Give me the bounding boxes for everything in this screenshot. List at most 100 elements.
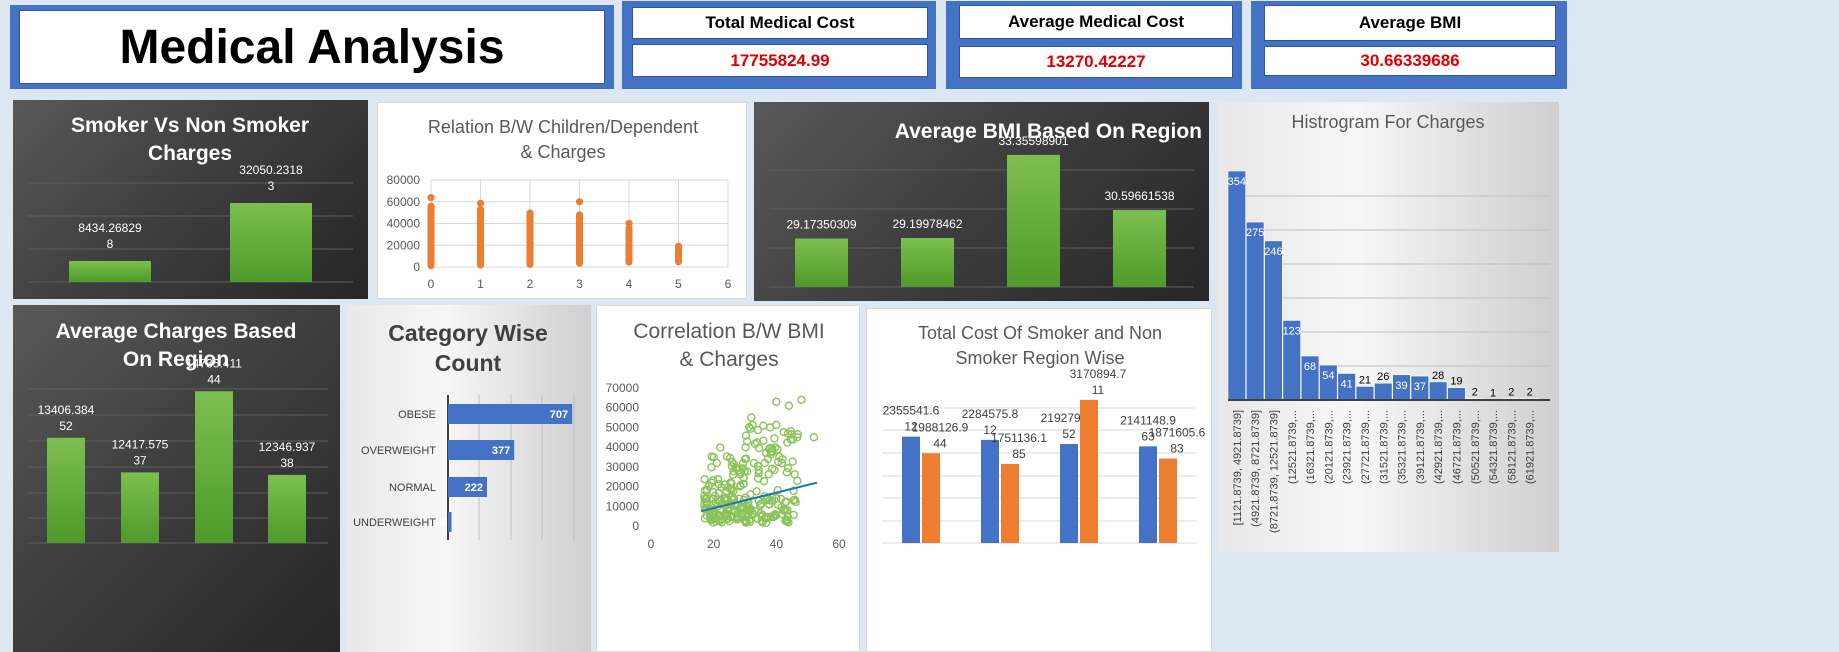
x-tick-label: [1121.8739, 4921.8739]: [1232, 410, 1244, 525]
data-point: [788, 457, 797, 466]
data-point: [770, 465, 779, 475]
data-point: [781, 497, 790, 507]
category-label: OVERWEIGHT: [361, 445, 436, 457]
bmi-correlation-chart: Correlation B/W BMI & Charges 0 10000 20000 3…: [596, 305, 860, 652]
data-label: 707: [550, 409, 568, 421]
data-label: 2141148.9: [1120, 413, 1176, 427]
bar: [448, 512, 452, 532]
chart-title: On Region: [123, 348, 229, 371]
y-tick-label: 40000: [387, 217, 421, 231]
kpi-value-box: 13270.42227: [959, 46, 1233, 78]
kpi-label: Total Medical Cost: [705, 13, 855, 32]
data-point: [734, 466, 743, 475]
data-label: 12: [983, 423, 997, 437]
data-point: [711, 491, 720, 500]
x-tick-label: (16321.8739,...: [1305, 410, 1317, 484]
x-tick-label: 2: [527, 277, 534, 291]
data-label: 354: [1228, 176, 1246, 188]
data-label: 1988126.9: [912, 420, 969, 434]
data-label: 3: [268, 179, 275, 193]
x-tick-label: 1: [477, 277, 484, 291]
data-point: [790, 470, 799, 479]
data-label: 26: [1377, 371, 1389, 383]
bmi-correlation-svg: Correlation B/W BMI & Charges 0 10000 20000 3…: [606, 320, 846, 551]
data-point: [736, 482, 745, 491]
data-point: [761, 518, 771, 528]
data-point: [789, 510, 798, 520]
category-label: NORMAL: [389, 482, 436, 494]
data-point: [427, 194, 435, 202]
data-label: 14735.411: [186, 356, 242, 370]
kpi-total-cost: Total Medical Cost 17755824.99: [622, 1, 936, 89]
data-label: 1751136.1: [991, 431, 1047, 445]
data-label: 1: [1490, 387, 1496, 399]
bar: [448, 477, 487, 497]
x-tick-label: (61921.8739,...: [1525, 410, 1537, 484]
y-tick-label: 60000: [387, 195, 421, 209]
kpi-label: Average BMI: [1358, 13, 1462, 32]
data-label: 275: [1246, 227, 1264, 239]
data-point: [727, 485, 736, 494]
chart-title: Charges: [148, 142, 232, 165]
data-point: [773, 445, 782, 454]
data-point: [741, 443, 750, 452]
y-tick-label: 50000: [606, 420, 640, 434]
y-tick-label: 80000: [387, 173, 421, 187]
bar: [795, 238, 848, 287]
chart-title: & Charges: [679, 348, 778, 371]
data-label: 13406.384: [38, 403, 95, 417]
data-point: [700, 475, 709, 484]
children-charges-chart: Relation B/W Children/Dependent & Charges…: [377, 102, 747, 299]
data-label: 1871605.6: [1149, 426, 1206, 440]
x-tick-label: (23921.8739,...: [1342, 410, 1354, 484]
bar: [1447, 387, 1466, 401]
bar: [901, 238, 954, 287]
data-point: [783, 463, 793, 473]
data-point: [783, 438, 792, 447]
data-point: [704, 482, 713, 491]
x-tick-label: 4: [626, 277, 633, 291]
kpi-value-box: 17755824.99: [632, 44, 928, 77]
data-point: [797, 395, 806, 405]
data-point: [727, 479, 736, 488]
data-point: [741, 431, 751, 440]
data-label: 54: [1322, 370, 1334, 382]
y-tick-label: 20000: [606, 480, 640, 494]
bar: [121, 472, 159, 543]
data-point: [752, 487, 761, 496]
y-tick-label: 0: [413, 260, 420, 274]
x-tick-label: (50521.8739,...: [1470, 410, 1482, 484]
data-point: [727, 457, 737, 467]
category-count-svg: Category Wise Count OBESE 707 OVERWEIGHT 377 N…: [353, 320, 575, 540]
data-label: 2: [1472, 387, 1478, 399]
data-point: [766, 450, 776, 459]
data-point: [773, 486, 782, 495]
category-label: OBESE: [398, 409, 436, 421]
data-label: 39: [1395, 380, 1407, 392]
data-label: 44: [933, 436, 947, 450]
chart-title: Count: [435, 350, 502, 376]
charges-region-chart: Average Charges Based On Region 13406.384 5…: [13, 305, 340, 652]
smoker-region-chart: Total Cost Of Smoker and Non Smoker Regio…: [866, 308, 1212, 652]
data-point: [701, 495, 710, 504]
bar: [230, 203, 312, 282]
data-point: [784, 401, 794, 410]
trendline: [700, 481, 818, 513]
data-point: [727, 462, 737, 471]
x-tick-label: 0: [648, 537, 655, 551]
bar: [1080, 399, 1098, 543]
chart-title: Smoker Vs Non Smoker: [71, 114, 309, 137]
data-label: 21: [1359, 374, 1371, 386]
data-point: [766, 512, 775, 521]
bar: [1355, 386, 1375, 401]
data-point: [526, 209, 534, 217]
bmi-region-chart: Average BMI Based On Region 29.17350309 29…: [754, 102, 1209, 301]
smoker-region-svg: Total Cost Of Smoker and Non Smoker Regio…: [882, 323, 1206, 544]
data-label: 8434.26829: [78, 221, 142, 235]
data-point: [759, 476, 769, 486]
data-point: [793, 430, 802, 439]
data-point: [738, 458, 748, 468]
x-tick-label: 3: [576, 277, 583, 291]
x-tick-label: (8721.8739, 12521.8739]: [1268, 410, 1280, 533]
data-point: [746, 504, 755, 514]
